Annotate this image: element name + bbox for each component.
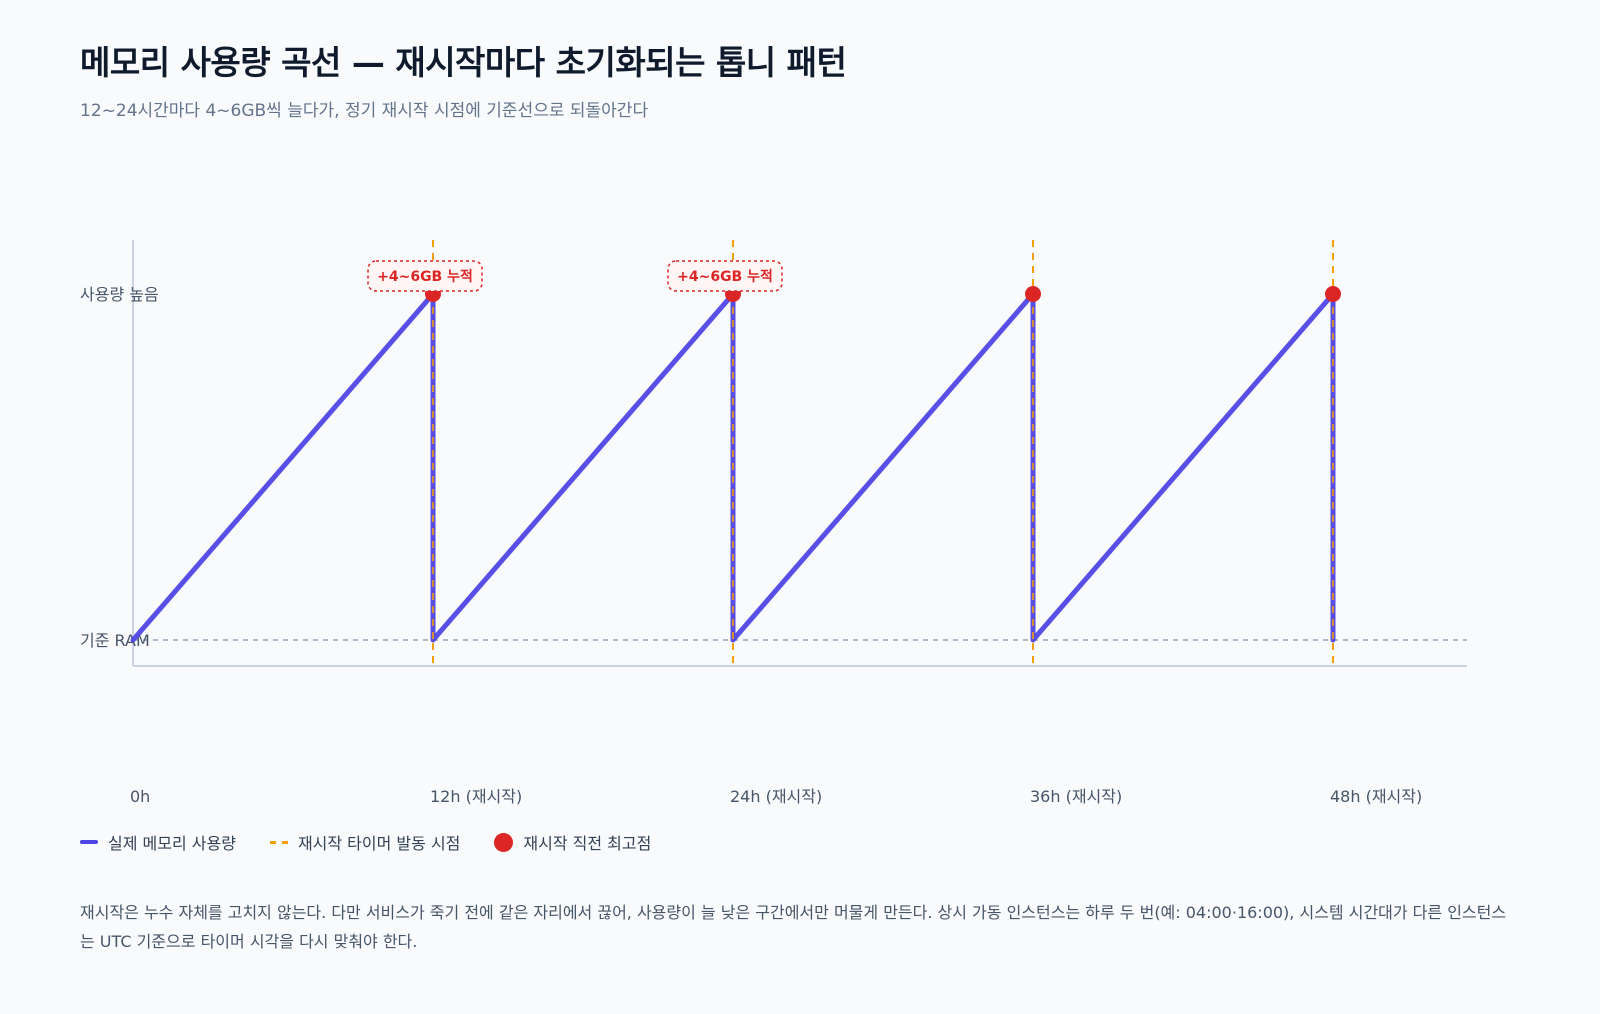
y-tick-label-0: 기준 RAM [80, 631, 150, 650]
chart-legend: 실제 메모리 사용량 재시작 타이머 발동 시점 재시작 직전 최고점 [80, 830, 651, 854]
usage-series-line-0 [130, 291, 1336, 643]
x-tick-label-2: 24h (재시작) [730, 787, 822, 806]
annotation-box-0 [367, 260, 483, 292]
peak-point-3 [1325, 286, 1341, 302]
legend-usage-label: 실제 메모리 사용량 [108, 834, 236, 853]
legend-restart-label: 재시작 타이머 발동 시점 [297, 834, 461, 853]
page-title: 메모리 사용량 곡선 — 재시작마다 초기화되는 톱니 패턴 [80, 43, 847, 82]
annotation-label-0: +4~6GB 누적 [377, 268, 473, 285]
legend-peak-label: 재시작 직전 최고점 [523, 834, 652, 853]
memory-usage-chart: 기준 RAM 사용량 높음 0h 12h (재시작) 24h (재시작) 36h (재시작… [80, 240, 1467, 806]
x-tick-label-1: 12h (재시작) [430, 787, 522, 806]
peak-point-2 [1025, 286, 1041, 302]
annotation-label-1: +4~6GB 누적 [677, 268, 773, 285]
x-tick-label-0: 0h [130, 787, 150, 806]
x-tick-label-4: 48h (재시작) [1330, 787, 1422, 806]
legend-restart-swatch [269, 840, 288, 844]
y-tick-label-1: 사용량 높음 [80, 285, 159, 304]
legend-peak-swatch [494, 832, 514, 852]
x-tick-label-3: 36h (재시작) [1030, 787, 1122, 806]
legend-item-usage: 실제 메모리 사용량 [80, 830, 236, 854]
legend-item-peak: 재시작 직전 최고점 [494, 830, 651, 854]
legend-item-restart: 재시작 타이머 발동 시점 [269, 830, 461, 854]
page-subtitle: 12~24시간마다 4~6GB씩 늘다가, 정기 재시작 시점에 기준선으로 되… [80, 101, 649, 121]
annotation-box-1 [667, 260, 783, 292]
explanation-note: 재시작은 누수 자체를 고치지 않는다. 다만 서비스가 죽기 전에 같은 자리… [80, 903, 1507, 951]
legend-usage-swatch [80, 840, 98, 844]
